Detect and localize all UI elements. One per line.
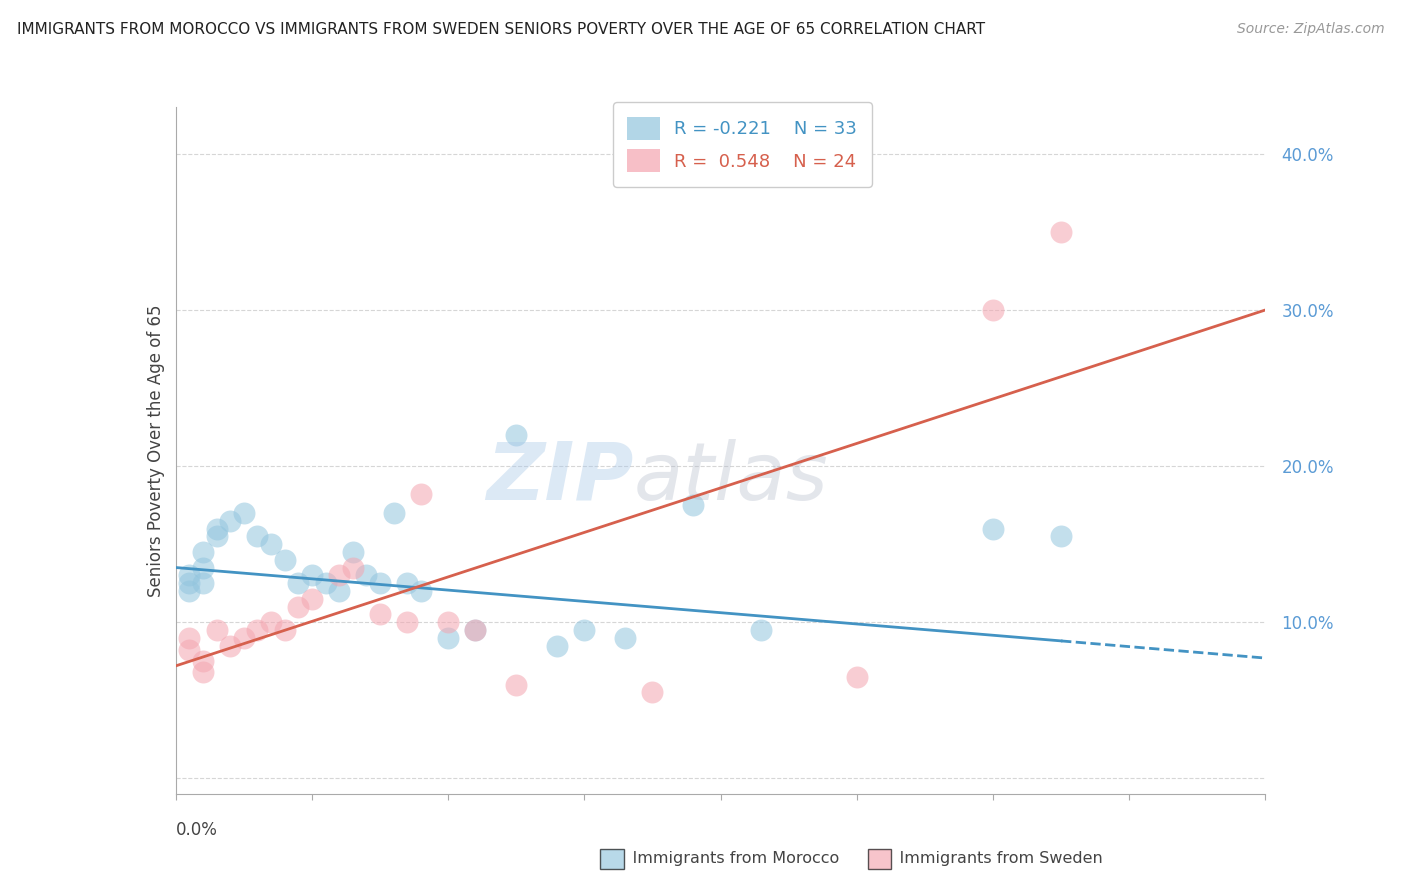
Text: Source: ZipAtlas.com: Source: ZipAtlas.com bbox=[1237, 22, 1385, 37]
Point bbox=[179, 631, 201, 645]
Point bbox=[614, 631, 637, 645]
Text: Immigrants from Sweden: Immigrants from Sweden bbox=[879, 851, 1102, 865]
Point bbox=[981, 521, 1004, 535]
Point bbox=[191, 654, 214, 668]
Point bbox=[328, 568, 350, 582]
Point bbox=[368, 576, 391, 591]
Point bbox=[287, 576, 309, 591]
Y-axis label: Seniors Poverty Over the Age of 65: Seniors Poverty Over the Age of 65 bbox=[146, 304, 165, 597]
Point bbox=[260, 537, 283, 551]
Point bbox=[981, 302, 1004, 317]
Point bbox=[274, 552, 297, 567]
Point bbox=[191, 576, 214, 591]
Point bbox=[342, 545, 364, 559]
Point bbox=[505, 678, 527, 692]
Point bbox=[232, 506, 254, 520]
Text: IMMIGRANTS FROM MOROCCO VS IMMIGRANTS FROM SWEDEN SENIORS POVERTY OVER THE AGE O: IMMIGRANTS FROM MOROCCO VS IMMIGRANTS FR… bbox=[17, 22, 986, 37]
Point bbox=[546, 639, 568, 653]
Point bbox=[409, 583, 432, 598]
Point bbox=[382, 506, 405, 520]
Point bbox=[179, 643, 201, 657]
Point bbox=[179, 568, 201, 582]
Point bbox=[505, 427, 527, 442]
Point bbox=[246, 529, 269, 543]
Point bbox=[574, 623, 596, 637]
Point bbox=[205, 521, 228, 535]
Point bbox=[205, 529, 228, 543]
Point bbox=[1050, 225, 1073, 239]
Point bbox=[191, 665, 214, 680]
Point bbox=[368, 607, 391, 622]
Point bbox=[287, 599, 309, 614]
Point bbox=[205, 623, 228, 637]
Legend: R = -0.221    N = 33, R =  0.548    N = 24: R = -0.221 N = 33, R = 0.548 N = 24 bbox=[613, 103, 872, 186]
Point bbox=[232, 631, 254, 645]
Point bbox=[191, 560, 214, 574]
Point bbox=[464, 623, 486, 637]
Point bbox=[301, 568, 323, 582]
Point bbox=[437, 631, 460, 645]
Text: Immigrants from Morocco: Immigrants from Morocco bbox=[612, 851, 839, 865]
Point bbox=[437, 615, 460, 630]
Point bbox=[751, 623, 773, 637]
Point bbox=[328, 583, 350, 598]
Point bbox=[396, 576, 419, 591]
Point bbox=[845, 670, 868, 684]
Point bbox=[315, 576, 337, 591]
Point bbox=[342, 560, 364, 574]
Text: atlas: atlas bbox=[633, 439, 828, 517]
Point bbox=[1050, 529, 1073, 543]
Point bbox=[274, 623, 297, 637]
Point bbox=[464, 623, 486, 637]
Point bbox=[260, 615, 283, 630]
Point bbox=[356, 568, 378, 582]
Text: 0.0%: 0.0% bbox=[176, 822, 218, 839]
Point bbox=[246, 623, 269, 637]
Point bbox=[219, 639, 242, 653]
Point bbox=[409, 487, 432, 501]
Point bbox=[641, 685, 664, 699]
Point bbox=[396, 615, 419, 630]
Point bbox=[219, 514, 242, 528]
Point bbox=[191, 545, 214, 559]
Point bbox=[682, 498, 704, 512]
Point bbox=[301, 591, 323, 606]
Point bbox=[179, 583, 201, 598]
Text: ZIP: ZIP bbox=[486, 439, 633, 517]
Point bbox=[179, 576, 201, 591]
